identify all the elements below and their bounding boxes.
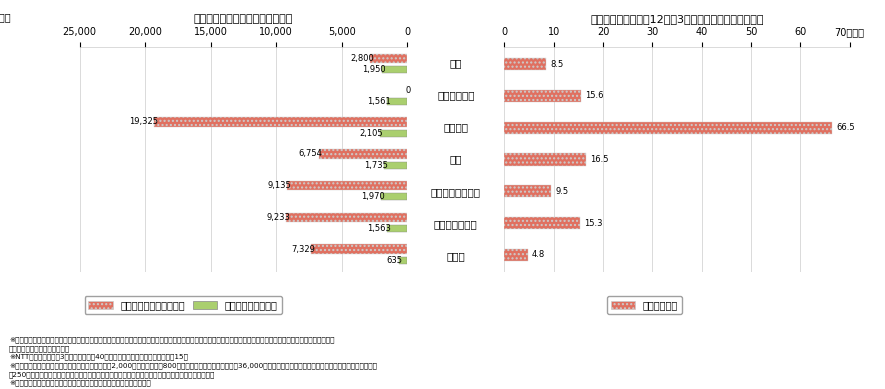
Text: 19,325: 19,325 bbox=[129, 117, 158, 126]
Bar bbox=[504, 90, 581, 102]
Bar bbox=[504, 217, 580, 229]
Text: ニューヨーク: ニューヨーク bbox=[437, 90, 474, 100]
Text: 東京: 東京 bbox=[450, 58, 462, 68]
Bar bbox=[387, 225, 407, 232]
Text: 4.8: 4.8 bbox=[532, 251, 545, 259]
Title: 市内通話料金（平日12時に3分間通話した場合の料金）: 市内通話料金（平日12時に3分間通話した場合の料金） bbox=[590, 14, 764, 24]
Bar bbox=[399, 257, 407, 264]
Text: パリ: パリ bbox=[450, 154, 462, 165]
Text: デュッセルドルフ: デュッセルドルフ bbox=[431, 187, 481, 197]
Text: ロンドン: ロンドン bbox=[443, 122, 468, 132]
Bar bbox=[384, 162, 407, 169]
Text: 66.5: 66.5 bbox=[836, 123, 855, 132]
Text: ソウル: ソウル bbox=[446, 251, 466, 261]
Text: 635: 635 bbox=[387, 256, 403, 265]
Bar bbox=[381, 193, 407, 200]
Bar bbox=[380, 130, 407, 137]
Bar bbox=[312, 244, 407, 254]
Text: 1,970: 1,970 bbox=[361, 193, 385, 202]
Text: ストックホルム: ストックホルム bbox=[434, 219, 478, 229]
Text: 1,950: 1,950 bbox=[362, 65, 386, 74]
Text: 8.5: 8.5 bbox=[550, 60, 564, 68]
Text: 2,800: 2,800 bbox=[350, 54, 374, 63]
Text: 1,735: 1,735 bbox=[365, 161, 389, 170]
Bar bbox=[319, 149, 407, 159]
Text: （円）: （円） bbox=[0, 12, 12, 22]
Bar bbox=[288, 181, 407, 190]
Bar bbox=[504, 122, 832, 134]
Text: 16.5: 16.5 bbox=[589, 155, 608, 164]
Bar bbox=[504, 58, 546, 70]
Bar bbox=[154, 117, 407, 127]
Text: 0: 0 bbox=[406, 86, 411, 95]
Bar bbox=[504, 185, 551, 197]
Bar bbox=[504, 249, 528, 261]
Legend: 加入時一時金（住宅用）, 基本料金（住宅用）: 加入時一時金（住宅用）, 基本料金（住宅用） bbox=[84, 296, 281, 314]
Text: 9,233: 9,233 bbox=[266, 213, 290, 222]
Title: 住宅用の加入時一時金・基本料金: 住宅用の加入時一時金・基本料金 bbox=[194, 14, 293, 24]
Text: 1,561: 1,561 bbox=[367, 97, 390, 106]
Text: 15.3: 15.3 bbox=[584, 219, 603, 228]
Text: 15.6: 15.6 bbox=[585, 91, 604, 100]
Bar bbox=[381, 67, 407, 74]
Text: 9,135: 9,135 bbox=[267, 181, 291, 190]
Bar bbox=[504, 153, 586, 166]
Text: 2,105: 2,105 bbox=[360, 129, 383, 138]
Text: ※各都市とも月額基本料金に一定の通話料金を含むプランや通話料が通話間、通信距離によらないプランなど多様な料金体系が導入されており、月額料金による単純
　な比較は: ※各都市とも月額基本料金に一定の通話料金を含むプランや通話料が通話間、通信距離に… bbox=[9, 336, 377, 386]
Text: 7,329: 7,329 bbox=[291, 245, 315, 254]
Text: 1,563: 1,563 bbox=[366, 224, 390, 233]
Bar bbox=[387, 98, 407, 105]
Bar bbox=[371, 54, 407, 63]
Text: 6,754: 6,754 bbox=[299, 149, 322, 158]
Bar bbox=[286, 212, 407, 222]
Legend: 市内通話料金: 市内通話料金 bbox=[606, 296, 681, 314]
Text: 9.5: 9.5 bbox=[555, 187, 568, 196]
